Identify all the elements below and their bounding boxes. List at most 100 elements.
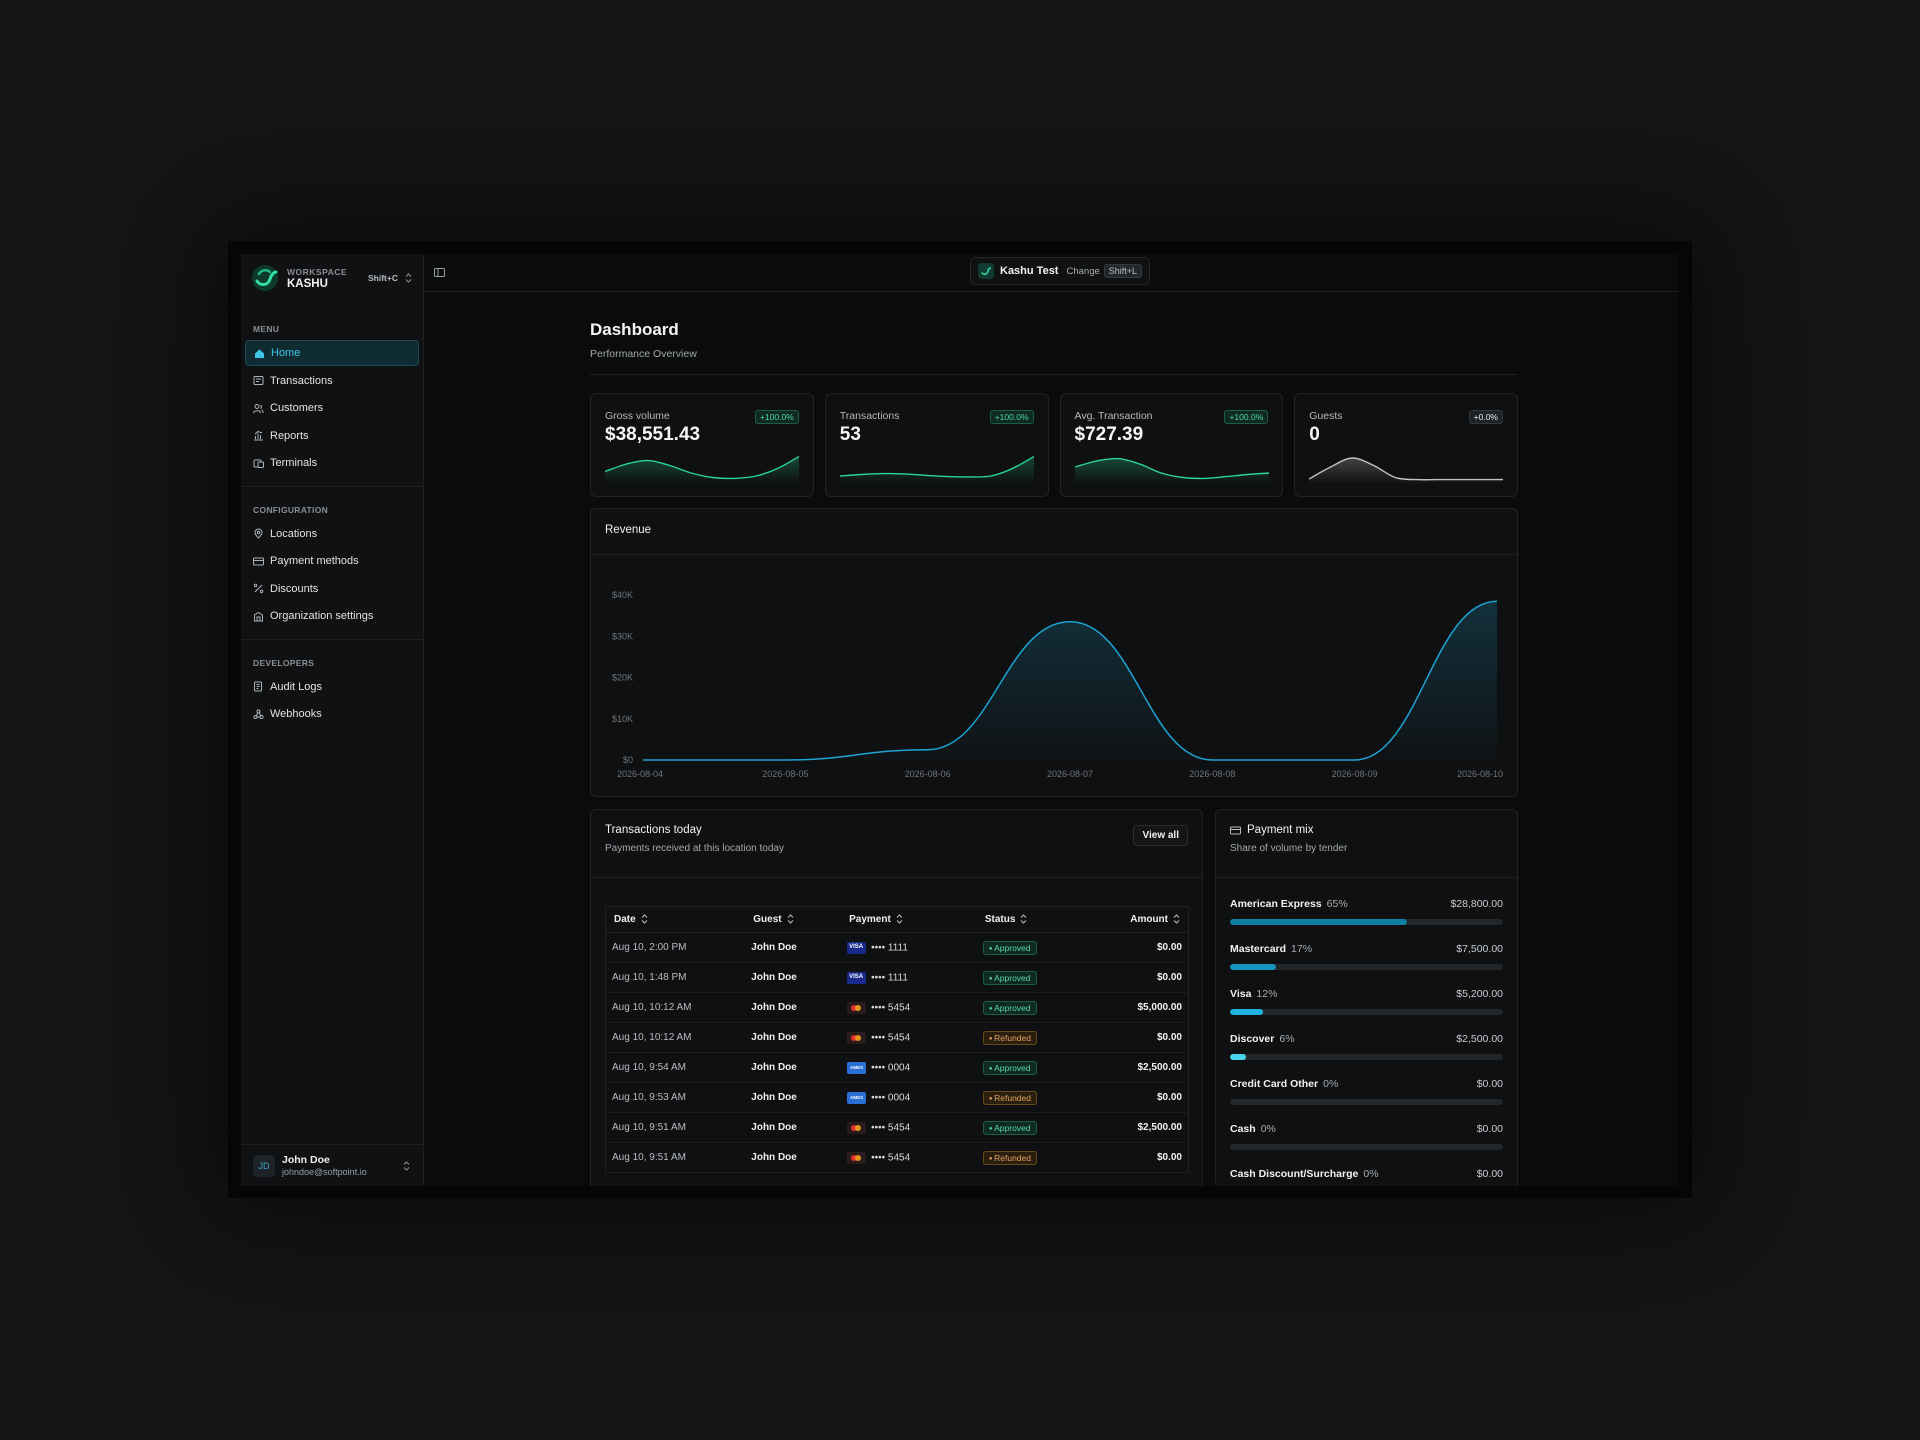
- sidebar-item-organization-settings[interactable]: Organization settings: [245, 603, 419, 629]
- location-name: Kashu Test: [1000, 265, 1059, 277]
- stat-card-gross-volume: Gross volume $38,551.43 +100.0%: [590, 393, 814, 497]
- txn-date: Aug 10, 10:12 AM: [605, 1022, 746, 1053]
- log-icon: [254, 681, 262, 692]
- txn-amount: $5,000.00: [1116, 992, 1189, 1023]
- column-header-payment[interactable]: Payment: [841, 906, 977, 933]
- sparkline: [1074, 457, 1269, 484]
- share-bar: [1230, 1054, 1503, 1060]
- sidebar-item-discounts[interactable]: Discounts: [245, 576, 419, 602]
- sidebar-item-transactions[interactable]: Transactions: [245, 368, 419, 394]
- txn-payment: •••• 1111: [841, 932, 977, 963]
- stat-label: Avg. Transaction: [1074, 410, 1153, 422]
- txn-date: Aug 10, 9:54 AM: [605, 1052, 746, 1083]
- tender-percent: 0%: [1260, 1123, 1276, 1135]
- txn-amount: $0.00: [1116, 932, 1189, 963]
- sidebar-toggle-icon[interactable]: [434, 267, 445, 278]
- payment-mix-item: Cash Discount/Surcharge 0% $0.00: [1230, 1168, 1503, 1186]
- sparkline-line: [1309, 457, 1504, 481]
- tender-name: Cash: [1230, 1123, 1256, 1135]
- sidebar-item-reports[interactable]: Reports: [245, 423, 419, 449]
- y-tick-label: $20K: [612, 673, 633, 683]
- txn-payment: •••• 5454: [841, 1112, 977, 1143]
- user-menu[interactable]: JD John Doe johndoe@softpoint.io: [241, 1144, 423, 1186]
- amex-card-icon: [847, 1061, 867, 1074]
- home-icon: [255, 349, 264, 358]
- txn-date: Aug 10, 9:53 AM: [605, 1082, 746, 1113]
- txn-payment: •••• 0004: [841, 1052, 977, 1083]
- sparkline-area: [1309, 457, 1504, 484]
- sidebar-item-locations[interactable]: Locations: [245, 521, 419, 547]
- stat-card-guests: Guests 0 +0.0%: [1294, 393, 1518, 497]
- tender-amount: $0.00: [1476, 1123, 1503, 1135]
- receipt-icon: [253, 376, 264, 385]
- txn-guest: John Doe: [745, 1022, 842, 1053]
- view-all-button[interactable]: View all: [1133, 825, 1188, 846]
- tender-amount: $5,200.00: [1456, 988, 1503, 1000]
- location-icon: [978, 263, 994, 279]
- menu-title: MENU: [253, 324, 280, 334]
- x-tick-label: 2026-08-05: [762, 769, 808, 779]
- txn-guest: John Doe: [745, 1142, 842, 1173]
- column-header-date[interactable]: Date: [605, 906, 746, 933]
- users-icon: [253, 403, 264, 413]
- payment-mix-item: Visa 12% $5,200.00: [1230, 988, 1503, 1033]
- transactions-title: Transactions today: [605, 824, 702, 836]
- txn-guest: John Doe: [745, 962, 842, 993]
- tender-amount: $0.00: [1476, 1168, 1503, 1180]
- share-bar-fill: [1230, 1054, 1247, 1060]
- workspace-caption: WORKSPACE: [287, 266, 348, 277]
- tender-name: Discover: [1230, 1033, 1275, 1045]
- column-header-amount[interactable]: Amount: [1116, 906, 1189, 933]
- sidebar-item-home[interactable]: Home: [245, 340, 419, 366]
- location-shortcut: Shift+L: [1103, 264, 1143, 278]
- txn-status: Refunded: [976, 1082, 1117, 1113]
- tender-percent: 17%: [1291, 943, 1313, 955]
- sidebar-item-customers[interactable]: Customers: [245, 395, 419, 421]
- topbar: Kashu Test Change Shift+L: [424, 254, 1679, 292]
- sort-icon: [787, 914, 793, 925]
- stat-card-transactions: Transactions 53 +100.0%: [824, 393, 1049, 497]
- sidebar-item-webhooks[interactable]: Webhooks: [245, 701, 419, 727]
- txn-status: Approved: [976, 962, 1117, 993]
- column-header-status[interactable]: Status: [976, 906, 1117, 933]
- dashboard-content: Dashboard Performance Overview Gross vol…: [590, 292, 1518, 1186]
- tender-percent: 0%: [1323, 1078, 1339, 1090]
- sidebar-item-label: Audit Logs: [270, 680, 322, 693]
- txn-amount: $2,500.00: [1116, 1052, 1189, 1083]
- mc-card-icon: [847, 1001, 867, 1014]
- sidebar-item-audit-logs[interactable]: Audit Logs: [245, 674, 419, 700]
- y-tick-label: $10K: [612, 714, 633, 724]
- sidebar-item-label: Transactions: [270, 374, 333, 387]
- user-name: John Doe: [282, 1154, 330, 1166]
- sparkline-area: [839, 456, 1034, 484]
- app-window: WORKSPACE KASHU Shift+C MENU Home Transac…: [241, 254, 1679, 1186]
- page-subtitle: Performance Overview: [590, 348, 1518, 375]
- payment-mix-card: Payment mix Share of volume by tender Am…: [1215, 809, 1518, 1186]
- developers-title: DEVELOPERS: [253, 657, 315, 668]
- column-header-guest[interactable]: Guest: [745, 906, 842, 933]
- txn-payment: •••• 5454: [841, 1022, 977, 1053]
- sort-icon: [641, 914, 648, 925]
- sidebar-item-terminals[interactable]: Terminals: [245, 450, 419, 476]
- location-switcher[interactable]: Kashu Test Change Shift+L: [970, 257, 1151, 285]
- sidebar-item-payment-methods[interactable]: Payment methods: [245, 548, 419, 574]
- chevron-up-down-icon: [405, 273, 412, 283]
- sparkline-line: [605, 455, 799, 480]
- txn-guest: John Doe: [745, 992, 842, 1023]
- share-bar-fill: [1230, 919, 1408, 925]
- card-last4: •••• 0004: [871, 1062, 911, 1073]
- sparkline-line: [839, 455, 1034, 478]
- stat-value: 0: [1309, 424, 1320, 445]
- transactions-table: Date Guest Payment Status Amount Aug 10, 2:0…: [605, 906, 1189, 1173]
- building-icon: [254, 611, 263, 621]
- workspace-switcher[interactable]: WORKSPACE KASHU Shift+C: [241, 254, 423, 294]
- workspace-shortcut: Shift+C: [368, 273, 398, 283]
